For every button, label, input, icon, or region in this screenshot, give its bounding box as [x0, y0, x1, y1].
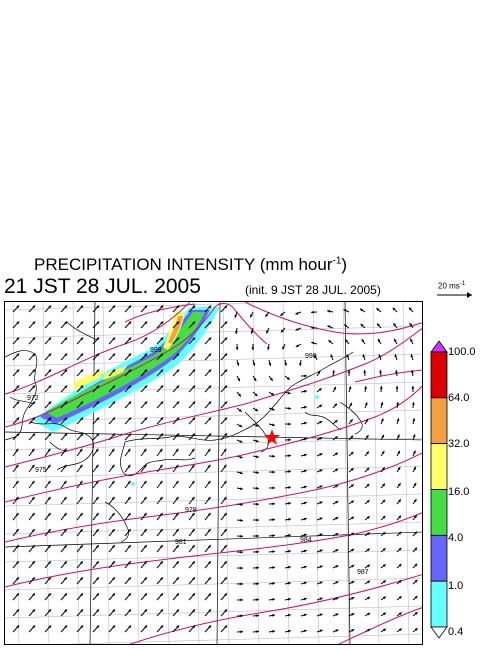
colorbar-segment: [430, 351, 448, 399]
isobars: [5, 302, 422, 644]
wind-vectors: [12, 305, 418, 634]
colorbar-segment: [430, 489, 448, 536]
colorbar-segment: [430, 580, 448, 628]
colorbar-label: 0.4: [448, 626, 464, 638]
contour-label: 990: [305, 353, 317, 360]
colorbar-under-triangle: [430, 626, 448, 639]
star-icon: [264, 429, 280, 445]
colorbar-over-triangle: [430, 340, 448, 353]
valid-time: 21 JST 28 JUL. 2005: [4, 275, 201, 298]
vector-scale-label: 20 ms-1: [438, 281, 466, 291]
contour-label: 975: [35, 467, 47, 474]
colorbar-segment: [430, 534, 448, 582]
colorbar-label: 64.0: [448, 392, 470, 404]
colorbar-label: 1.0: [448, 580, 464, 592]
colorbar-label: 16.0: [448, 486, 470, 498]
colorbar-segment: [430, 397, 448, 445]
colorbar-label: 4.0: [448, 532, 464, 544]
colorbar-label: 32.0: [448, 438, 470, 450]
contour-label: 999: [150, 347, 162, 354]
vector-scale-arrow-icon: [437, 292, 472, 298]
colorbar-label: 100.0: [448, 346, 476, 358]
colorbar: [430, 340, 448, 639]
contour-label: 972: [27, 395, 39, 402]
precip-map: 999 972 975 978 981 984 987 990: [4, 301, 423, 645]
contour-label: 981: [175, 539, 187, 546]
init-time: (init. 9 JST 28 JUL. 2005): [245, 283, 381, 297]
colorbar-segment: [430, 443, 448, 490]
contour-label: 984: [300, 537, 312, 544]
lat-lon-grid: [5, 302, 422, 644]
chart-title: PRECIPITATION INTENSITY (mm hour-1): [34, 255, 348, 274]
contour-label: 978: [185, 507, 197, 514]
contour-label: 987: [357, 569, 369, 576]
